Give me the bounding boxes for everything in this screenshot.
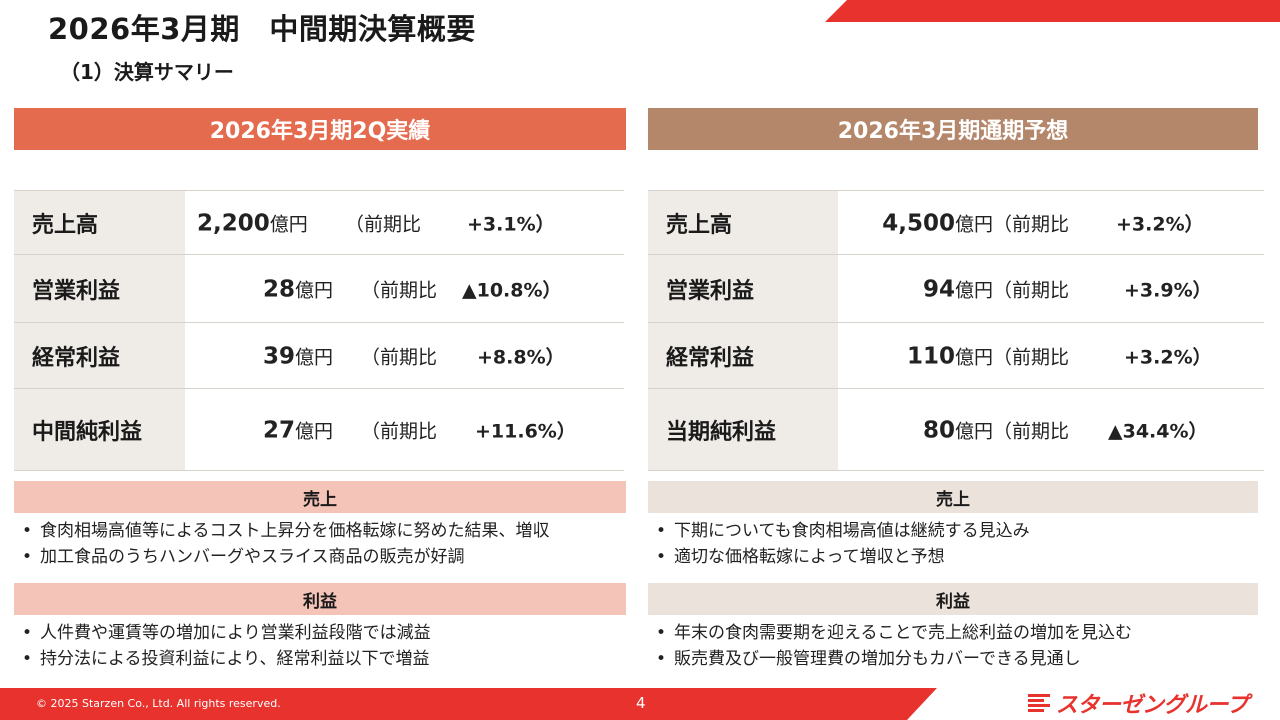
kpi-compare-value: +11.6%） <box>475 420 576 442</box>
kpi-number: 2,200 <box>197 210 270 236</box>
list-item: 販売費及び一般管理費の増加分もカバーできる見通し <box>648 646 1132 672</box>
kpi-number: 4,500 <box>882 210 955 236</box>
kpi-compare-value: +3.9%） <box>1124 279 1212 301</box>
kpi-number: 27 <box>262 417 295 443</box>
kpi-label: 経常利益 <box>14 323 185 388</box>
top-accent-stripe <box>825 0 1280 22</box>
list-item: 加工食品のうちハンバーグやスライス商品の販売が好調 <box>14 544 550 570</box>
list-item: 食肉相場高値等によるコスト上昇分を価格転嫁に努めた結果、増収 <box>14 518 550 544</box>
footer: © 2025 Starzen Co., Ltd. All rights rese… <box>0 688 1280 720</box>
footer-bar <box>0 688 937 720</box>
sales-section-heading: 売上 <box>14 481 626 513</box>
logo-mark-icon <box>1027 692 1050 714</box>
kpi-number: 28 <box>262 276 295 302</box>
kpi-number: 110 <box>906 343 955 369</box>
kpi-compare-label: （前期比 <box>993 420 1070 442</box>
kpi-unit: 億円 <box>294 346 333 368</box>
kpi-unit: 億円 <box>294 279 333 301</box>
kpi-number: 80 <box>922 417 955 443</box>
list-item: 人件費や運賃等の増加により営業利益段階では減益 <box>14 620 431 646</box>
results-2q-panel: 2026年3月期2Q実績 売上高 2,200億円 （前期比 +3.1%） 営業利… <box>14 108 626 672</box>
sales-section-heading: 売上 <box>648 481 1258 513</box>
kpi-label: 売上高 <box>648 191 838 254</box>
kpi-value-cell: 28億円 （前期比 ▲10.8%） <box>185 255 624 322</box>
kpi-unit: 億円 <box>954 213 993 235</box>
results-2q-heading: 2026年3月期2Q実績 <box>14 108 626 150</box>
kpi-compare-label: （前期比 <box>993 213 1070 235</box>
profit-bullet-list: 年末の食肉需要期を迎えることで売上総利益の増加を見込む 販売費及び一般管理費の増… <box>648 620 1132 672</box>
sales-bullet-list: 食肉相場高値等によるコスト上昇分を価格転嫁に努めた結果、増収 加工食品のうちハン… <box>14 518 550 570</box>
profit-section-heading: 利益 <box>14 583 626 615</box>
kpi-row-operating-profit: 営業利益 94億円 （前期比 +3.9%） <box>648 255 1264 323</box>
kpi-compare-value: +3.1%） <box>467 213 555 235</box>
kpi-compare-value: +3.2%） <box>1116 213 1204 235</box>
kpi-compare-label: （前期比 <box>345 213 422 235</box>
kpi-compare-value: +3.2%） <box>1124 346 1212 368</box>
list-item: 下期についても食肉相場高値は継続する見込み <box>648 518 1030 544</box>
kpi-label: 営業利益 <box>14 255 185 322</box>
kpi-number: 39 <box>262 343 295 369</box>
kpi-row-ordinary-profit: 経常利益 110億円 （前期比 +3.2%） <box>648 323 1264 389</box>
kpi-row-net-income: 中間純利益 27億円 （前期比 +11.6%） <box>14 389 624 471</box>
forecast-full-year-panel: 2026年3月期通期予想 売上高 4,500億円 （前期比 +3.2%） 営業利… <box>648 108 1264 672</box>
kpi-unit: 億円 <box>954 420 993 442</box>
kpi-compare-label: （前期比 <box>993 346 1070 368</box>
kpi-label: 経常利益 <box>648 323 838 388</box>
kpi-value-cell: 2,200億円 （前期比 +3.1%） <box>185 191 624 254</box>
kpi-unit: 億円 <box>269 213 308 235</box>
kpi-value-cell: 39億円 （前期比 +8.8%） <box>185 323 624 388</box>
kpi-number: 94 <box>922 276 955 302</box>
list-item: 適切な価格転嫁によって増収と予想 <box>648 544 1030 570</box>
page-title: 2026年3月期 中間期決算概要 <box>48 12 476 46</box>
kpi-row-ordinary-profit: 経常利益 39億円 （前期比 +8.8%） <box>14 323 624 389</box>
list-item: 年末の食肉需要期を迎えることで売上総利益の増加を見込む <box>648 620 1132 646</box>
page-number: 4 <box>636 694 646 712</box>
kpi-compare-value: ▲10.8%） <box>462 279 562 301</box>
kpi-unit: 億円 <box>954 279 993 301</box>
kpi-compare-label: （前期比 <box>361 279 438 301</box>
profit-bullet-list: 人件費や運賃等の増加により営業利益段階では減益 持分法による投資利益により、経常… <box>14 620 431 672</box>
profit-section-heading: 利益 <box>648 583 1258 615</box>
company-logo: スターゼングループ <box>1027 689 1249 718</box>
kpi-row-sales: 売上高 2,200億円 （前期比 +3.1%） <box>14 191 624 255</box>
forecast-heading: 2026年3月期通期予想 <box>648 108 1258 150</box>
kpi-row-net-income: 当期純利益 80億円 （前期比 ▲34.4%） <box>648 389 1264 471</box>
kpi-unit: 億円 <box>294 420 333 442</box>
results-2q-kpi-table: 売上高 2,200億円 （前期比 +3.1%） 営業利益 28億円 （前期比 ▲… <box>14 190 624 471</box>
kpi-row-sales: 売上高 4,500億円 （前期比 +3.2%） <box>648 191 1264 255</box>
kpi-label: 売上高 <box>14 191 185 254</box>
kpi-compare-label: （前期比 <box>361 346 438 368</box>
list-item: 持分法による投資利益により、経常利益以下で増益 <box>14 646 431 672</box>
kpi-value-cell: 80億円 （前期比 ▲34.4%） <box>838 389 1264 470</box>
kpi-label: 営業利益 <box>648 255 838 322</box>
kpi-compare-value: +8.8%） <box>477 346 565 368</box>
kpi-value-cell: 110億円 （前期比 +3.2%） <box>838 323 1264 388</box>
copyright-text: © 2025 Starzen Co., Ltd. All rights rese… <box>36 697 281 710</box>
sales-bullet-list: 下期についても食肉相場高値は継続する見込み 適切な価格転嫁によって増収と予想 <box>648 518 1030 570</box>
forecast-kpi-table: 売上高 4,500億円 （前期比 +3.2%） 営業利益 94億円 （前期比 +… <box>648 190 1264 471</box>
kpi-compare-label: （前期比 <box>993 279 1070 301</box>
kpi-unit: 億円 <box>954 346 993 368</box>
kpi-value-cell: 94億円 （前期比 +3.9%） <box>838 255 1264 322</box>
kpi-value-cell: 4,500億円 （前期比 +3.2%） <box>838 191 1264 254</box>
kpi-compare-value: ▲34.4%） <box>1108 420 1208 442</box>
kpi-label: 当期純利益 <box>648 389 838 470</box>
kpi-row-operating-profit: 営業利益 28億円 （前期比 ▲10.8%） <box>14 255 624 323</box>
kpi-label: 中間純利益 <box>14 389 185 470</box>
logo-text: スターゼングループ <box>1055 693 1249 718</box>
kpi-value-cell: 27億円 （前期比 +11.6%） <box>185 389 624 470</box>
page-subtitle: （1）決算サマリー <box>60 60 234 84</box>
kpi-compare-label: （前期比 <box>361 420 438 442</box>
